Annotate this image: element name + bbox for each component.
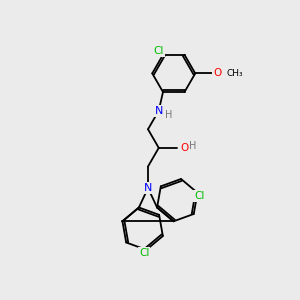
Text: O: O: [213, 68, 222, 78]
Text: H: H: [165, 110, 172, 120]
Text: N: N: [154, 106, 163, 116]
Text: CH₃: CH₃: [226, 69, 243, 78]
Text: Cl: Cl: [194, 191, 205, 201]
Text: Cl: Cl: [154, 46, 164, 56]
Text: H: H: [189, 141, 197, 151]
Text: O: O: [180, 143, 188, 153]
Text: Cl: Cl: [139, 248, 150, 258]
Text: N: N: [144, 183, 152, 193]
